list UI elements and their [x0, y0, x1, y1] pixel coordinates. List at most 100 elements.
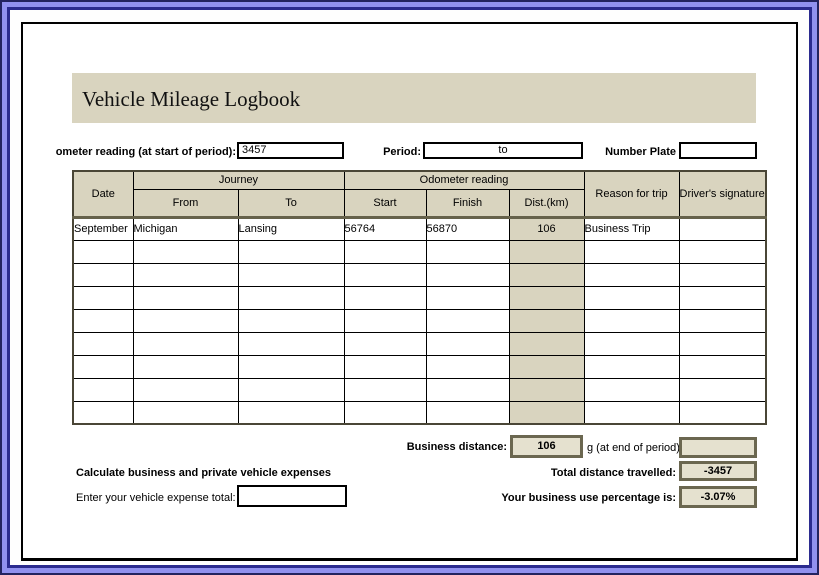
cell-signature[interactable] — [678, 239, 767, 264]
cell-reason[interactable] — [583, 354, 680, 379]
number-plate-input[interactable] — [679, 142, 757, 159]
cell-date[interactable]: September — [72, 216, 134, 241]
cell-from[interactable] — [132, 239, 239, 264]
business-distance-box[interactable]: 106 — [510, 435, 583, 458]
cell-to[interactable] — [237, 285, 345, 310]
total-distance-label: Total distance travelled: — [550, 467, 676, 479]
cell-to[interactable] — [237, 308, 345, 333]
cell-finish[interactable] — [425, 377, 510, 402]
cell-start[interactable] — [343, 308, 427, 333]
cell-from[interactable] — [132, 377, 239, 402]
page-title: Vehicle Mileage Logbook — [72, 73, 756, 123]
col-header-start[interactable]: Start — [343, 188, 427, 218]
cell-start[interactable] — [343, 377, 427, 402]
cell-signature[interactable] — [678, 354, 767, 379]
col-header-to[interactable]: To — [237, 188, 345, 218]
cell-finish[interactable] — [425, 308, 510, 333]
cell-date[interactable] — [72, 308, 134, 333]
total-distance-box[interactable]: -3457 — [679, 461, 757, 481]
col-group-journey[interactable]: Journey — [132, 170, 345, 190]
col-header-date[interactable]: Date — [72, 170, 134, 218]
cell-dist[interactable] — [508, 400, 585, 425]
cell-from[interactable] — [132, 354, 239, 379]
col-header-signature[interactable]: Driver's signature — [678, 170, 767, 218]
cell-to[interactable] — [237, 331, 345, 356]
col-header-dist[interactable]: Dist.(km) — [508, 188, 585, 218]
table-row — [72, 354, 767, 379]
col-header-finish[interactable]: Finish — [425, 188, 510, 218]
cell-finish[interactable] — [425, 354, 510, 379]
cell-date[interactable] — [72, 331, 134, 356]
cell-start[interactable] — [343, 239, 427, 264]
cell-finish[interactable] — [425, 400, 510, 425]
table-row — [72, 285, 767, 310]
cell-reason[interactable] — [583, 285, 680, 310]
cell-date[interactable] — [72, 377, 134, 402]
col-header-reason[interactable]: Reason for trip — [583, 170, 680, 218]
table-row — [72, 331, 767, 356]
cell-finish[interactable]: 56870 — [425, 216, 510, 241]
cell-date[interactable] — [72, 354, 134, 379]
cell-dist[interactable]: 106 — [508, 216, 585, 241]
cell-finish[interactable] — [425, 285, 510, 310]
cell-signature[interactable] — [678, 285, 767, 310]
cell-finish[interactable] — [425, 239, 510, 264]
mileage-log-table: Date Journey Odometer reading Reason for… — [72, 170, 767, 425]
cell-signature[interactable] — [678, 308, 767, 333]
cell-date[interactable] — [72, 400, 134, 425]
cell-to[interactable] — [237, 239, 345, 264]
odometer-start-input[interactable]: 3457 — [237, 142, 344, 159]
cell-finish[interactable] — [425, 262, 510, 287]
cell-to[interactable]: Lansing — [237, 216, 345, 241]
cell-reason[interactable] — [583, 377, 680, 402]
odometer-end-box[interactable] — [679, 437, 757, 458]
cell-signature[interactable] — [678, 331, 767, 356]
cell-to[interactable] — [237, 354, 345, 379]
cell-start[interactable]: 56764 — [343, 216, 427, 241]
cell-start[interactable] — [343, 400, 427, 425]
cell-from[interactable] — [132, 400, 239, 425]
business-pct-box[interactable]: -3.07% — [679, 486, 757, 508]
col-header-from[interactable]: From — [132, 188, 239, 218]
cell-finish[interactable] — [425, 331, 510, 356]
cell-dist[interactable] — [508, 331, 585, 356]
cell-start[interactable] — [343, 285, 427, 310]
cell-dist[interactable] — [508, 308, 585, 333]
cell-signature[interactable] — [678, 216, 767, 241]
cell-dist[interactable] — [508, 239, 585, 264]
cell-from[interactable]: Michigan — [132, 216, 239, 241]
number-plate-label: Number Plate — [605, 146, 676, 158]
cell-reason[interactable] — [583, 400, 680, 425]
cell-signature[interactable] — [678, 400, 767, 425]
cell-to[interactable] — [237, 262, 345, 287]
cell-date[interactable] — [72, 285, 134, 310]
cell-reason[interactable] — [583, 239, 680, 264]
cell-from[interactable] — [132, 262, 239, 287]
expense-total-input[interactable] — [237, 485, 347, 507]
cell-dist[interactable] — [508, 262, 585, 287]
col-group-odometer[interactable]: Odometer reading — [343, 170, 585, 190]
cell-from[interactable] — [132, 308, 239, 333]
cell-reason[interactable] — [583, 308, 680, 333]
cell-signature[interactable] — [678, 377, 767, 402]
cell-dist[interactable] — [508, 354, 585, 379]
cell-from[interactable] — [132, 331, 239, 356]
cell-to[interactable] — [237, 377, 345, 402]
cell-reason[interactable] — [583, 331, 680, 356]
cell-dist[interactable] — [508, 285, 585, 310]
period-input[interactable]: to — [423, 142, 583, 159]
table-row — [72, 262, 767, 287]
cell-date[interactable] — [72, 239, 134, 264]
odometer-end-label: g (at end of period): — [587, 442, 684, 454]
cell-to[interactable] — [237, 400, 345, 425]
cell-reason[interactable]: Business Trip — [583, 216, 680, 241]
cell-start[interactable] — [343, 331, 427, 356]
cell-date[interactable] — [72, 262, 134, 287]
cell-start[interactable] — [343, 262, 427, 287]
cell-dist[interactable] — [508, 377, 585, 402]
cell-start[interactable] — [343, 354, 427, 379]
cell-from[interactable] — [132, 285, 239, 310]
cell-signature[interactable] — [678, 262, 767, 287]
table-row — [72, 239, 767, 264]
cell-reason[interactable] — [583, 262, 680, 287]
